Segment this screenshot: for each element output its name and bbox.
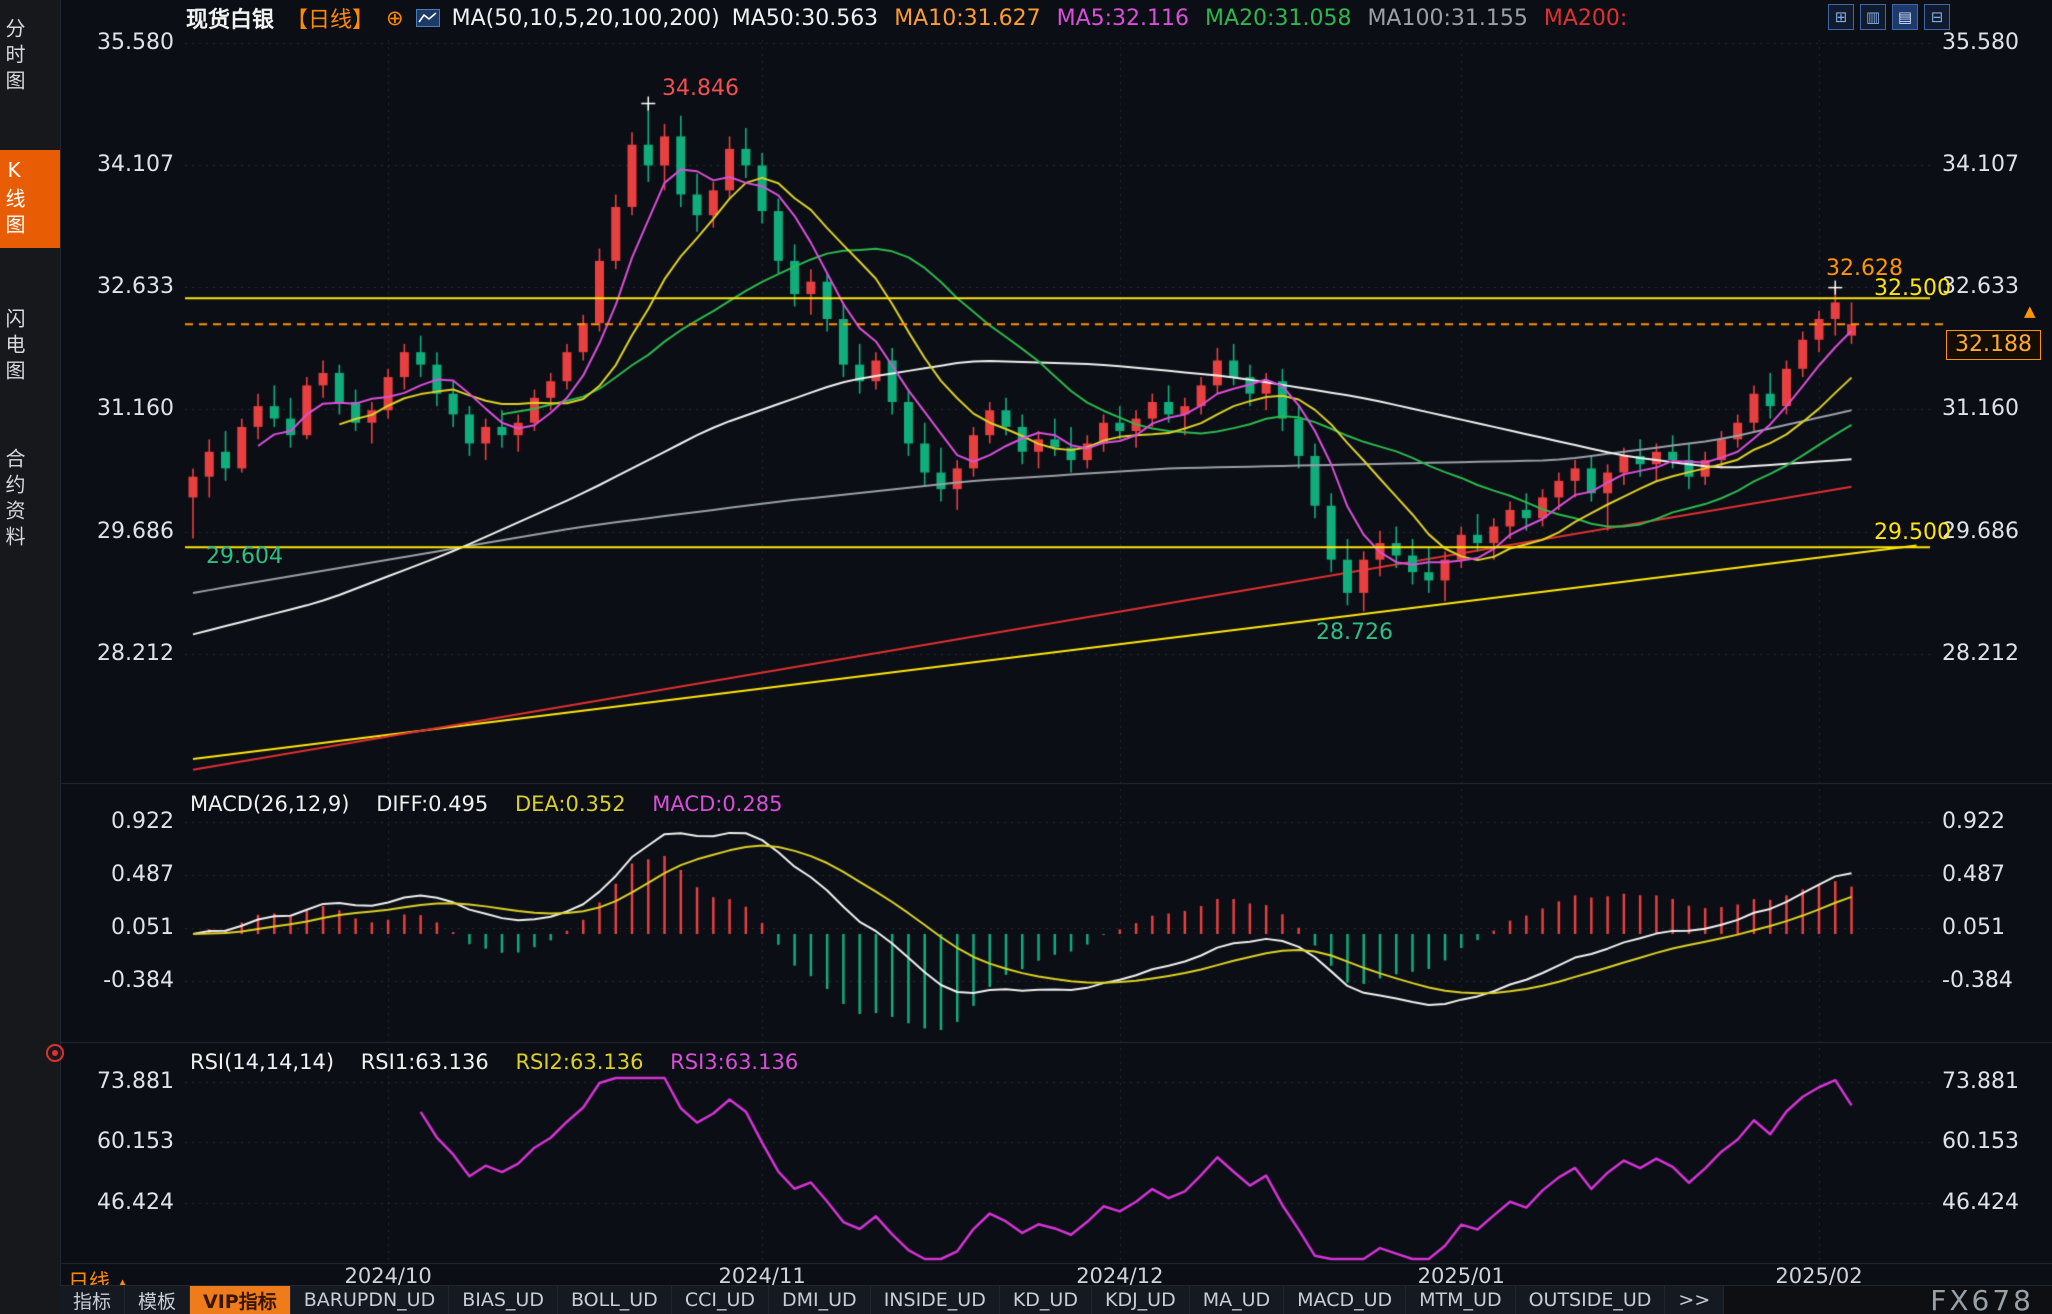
current-price-tag: 32.188 xyxy=(1946,330,2041,360)
ma-settings-label: MA(50,10,5,20,100,200) xyxy=(451,5,720,31)
macd-tick: 0.487 xyxy=(111,861,174,887)
rsi-tick: 46.424 xyxy=(97,1189,174,1215)
view-toolbar: ⊞ ▥ ▤ ⊟ xyxy=(1828,4,1950,30)
price-tick: 28.212 xyxy=(1942,641,2019,667)
price-tick: 31.160 xyxy=(97,396,174,422)
grid-layout-icon[interactable]: ⊞ xyxy=(1828,4,1854,30)
candlestick-view-icon[interactable]: ▥ xyxy=(1860,4,1886,30)
ma-legend-value: MA200: xyxy=(1543,5,1628,31)
macd-tick: 0.051 xyxy=(111,914,174,940)
indicator-tab[interactable]: MACD_UD xyxy=(1284,1286,1407,1314)
annotation-peak-price: 34.846 xyxy=(662,76,739,101)
price-tick: 31.160 xyxy=(1942,396,2019,422)
price-tick: 29.686 xyxy=(97,518,174,544)
macd-value: MACD:0.285 xyxy=(652,792,783,816)
macd-tick: 0.051 xyxy=(1942,914,2005,940)
price-tick: 35.580 xyxy=(97,29,174,55)
indicator-tab-list: 指标 模板 VIP指标 BARUPDN_UD BIAS_UD BOLL_UD CCI_UD D… xyxy=(60,1286,1725,1314)
indicator-tab[interactable]: VIP指标 xyxy=(190,1286,291,1314)
x-axis-label: 2025/02 xyxy=(1775,1264,1863,1288)
ma-legend-value: MA5:32.116 xyxy=(1056,5,1190,31)
rsi-title: RSI(14,14,14) xyxy=(190,1050,335,1074)
line-view-icon[interactable]: ▤ xyxy=(1892,4,1918,30)
macd-tick: 0.487 xyxy=(1942,861,2005,887)
ma-legend-value: MA10:31.627 xyxy=(894,5,1041,31)
sidebar-item-1[interactable]: K线图 xyxy=(0,150,60,248)
annotation-crash-low: 28.726 xyxy=(1316,620,1393,645)
chart-header: 现货白银 【日线】 ⊕ MA(50,10,5,20,100,200) MA50:… xyxy=(186,0,1643,36)
sidebar-item-2[interactable]: 闪电图 xyxy=(2,308,26,386)
rsi3-value: RSI3:63.136 xyxy=(670,1050,799,1074)
indicator-tab[interactable]: 指标 xyxy=(60,1286,126,1314)
price-tick: 34.107 xyxy=(1942,151,2019,177)
rsi-tick: 73.881 xyxy=(97,1069,174,1094)
indicator-tab[interactable]: MTM_UD xyxy=(1406,1286,1516,1314)
ma-legend: MA50:30.563 MA10:31.627 MA5:32.116 MA20:31.… xyxy=(732,6,1644,31)
support-line-label: 29.500 xyxy=(1874,520,1951,545)
macd-diff-value: DIFF:0.495 xyxy=(376,792,489,816)
indicator-tab[interactable]: KD_UD xyxy=(999,1286,1092,1314)
plus-circle-icon[interactable]: ⊕ xyxy=(386,6,404,30)
price-tick: 35.580 xyxy=(1942,29,2019,55)
more-tabs-button[interactable]: >> xyxy=(1665,1286,1725,1314)
indicator-tab[interactable]: CCI_UD xyxy=(671,1286,770,1314)
price-up-arrow-icon: ▲ xyxy=(2024,302,2036,320)
indicator-tab[interactable]: BARUPDN_UD xyxy=(290,1286,450,1314)
indicator-tab[interactable]: BIAS_UD xyxy=(449,1286,558,1314)
x-axis-label: 2025/01 xyxy=(1417,1264,1505,1288)
annotation-last-high: 32.628 xyxy=(1826,256,1903,281)
rsi-tick: 73.881 xyxy=(1942,1069,2019,1094)
rsi-tick: 60.153 xyxy=(1942,1129,2019,1155)
x-axis-label: 2024/12 xyxy=(1076,1264,1164,1288)
sidebar-item-0[interactable]: 分时图 xyxy=(2,18,26,96)
period-tag[interactable]: 【日线】 xyxy=(286,8,375,33)
indicator-tab[interactable]: BOLL_UD xyxy=(557,1286,672,1314)
price-tick: 32.633 xyxy=(97,274,174,300)
price-tick: 32.633 xyxy=(1942,274,2019,300)
x-axis-label: 2024/10 xyxy=(344,1264,432,1288)
annotation-left-low: 29.604 xyxy=(206,544,283,569)
expand-panel-icon[interactable]: ⊟ xyxy=(1924,4,1950,30)
macd-tick: -0.384 xyxy=(103,967,174,993)
resistance-line-label: 32.500 xyxy=(1874,276,1951,301)
ma-legend-value: MA20:31.058 xyxy=(1205,5,1352,31)
macd-tick: 0.922 xyxy=(111,808,174,834)
indicator-tab[interactable]: INSIDE_UD xyxy=(870,1286,1000,1314)
rsi-tick: 60.153 xyxy=(97,1129,174,1155)
rsi-tick: 46.424 xyxy=(1942,1189,2019,1215)
price-tick: 28.212 xyxy=(97,641,174,667)
rsi-panel-title: RSI(14,14,14) RSI1:63.136 RSI2:63.136 RS… xyxy=(190,1050,818,1074)
indicator-tab[interactable]: DMI_UD xyxy=(769,1286,871,1314)
sidebar-item-3[interactable]: 合约资料 xyxy=(2,448,26,552)
price-tick: 29.686 xyxy=(1942,518,2019,544)
macd-title: MACD(26,12,9) xyxy=(190,792,350,816)
macd-tick: -0.384 xyxy=(1942,967,2013,993)
indicator-tab[interactable]: KDJ_UD xyxy=(1091,1286,1190,1314)
rsi2-value: RSI2:63.136 xyxy=(515,1050,644,1074)
x-axis-label: 2024/11 xyxy=(718,1264,806,1288)
indicator-tab[interactable]: 模板 xyxy=(125,1286,191,1314)
macd-tick: 0.922 xyxy=(1942,808,2005,834)
indicator-tab[interactable]: OUTSIDE_UD xyxy=(1515,1286,1666,1314)
period-selector-arrow-icon: ▲ xyxy=(116,1275,129,1293)
ma-legend-value: MA50:30.563 xyxy=(731,5,879,31)
price-tick: 34.107 xyxy=(97,151,174,177)
indicator-tab-bar: 指标 模板 VIP指标 BARUPDN_UD BIAS_UD BOLL_UD CCI_UD D… xyxy=(60,1283,2052,1314)
alert-dot-icon[interactable] xyxy=(46,1044,64,1062)
symbol-name: 现货白银 xyxy=(186,8,275,33)
ma-legend-value: MA100:31.155 xyxy=(1367,5,1528,31)
indicator-tab[interactable]: MA_UD xyxy=(1189,1286,1285,1314)
macd-dea-value: DEA:0.352 xyxy=(514,792,626,816)
rsi1-value: RSI1:63.136 xyxy=(360,1050,489,1074)
sidebar: 分时图 K线图闪电图合约资料 xyxy=(0,0,61,1314)
watermark: FX678 xyxy=(1930,1283,2034,1314)
ma-indicator-icon xyxy=(415,9,440,27)
macd-panel-title: MACD(26,12,9) DIFF:0.495 DEA:0.352 MACD:… xyxy=(190,792,802,816)
